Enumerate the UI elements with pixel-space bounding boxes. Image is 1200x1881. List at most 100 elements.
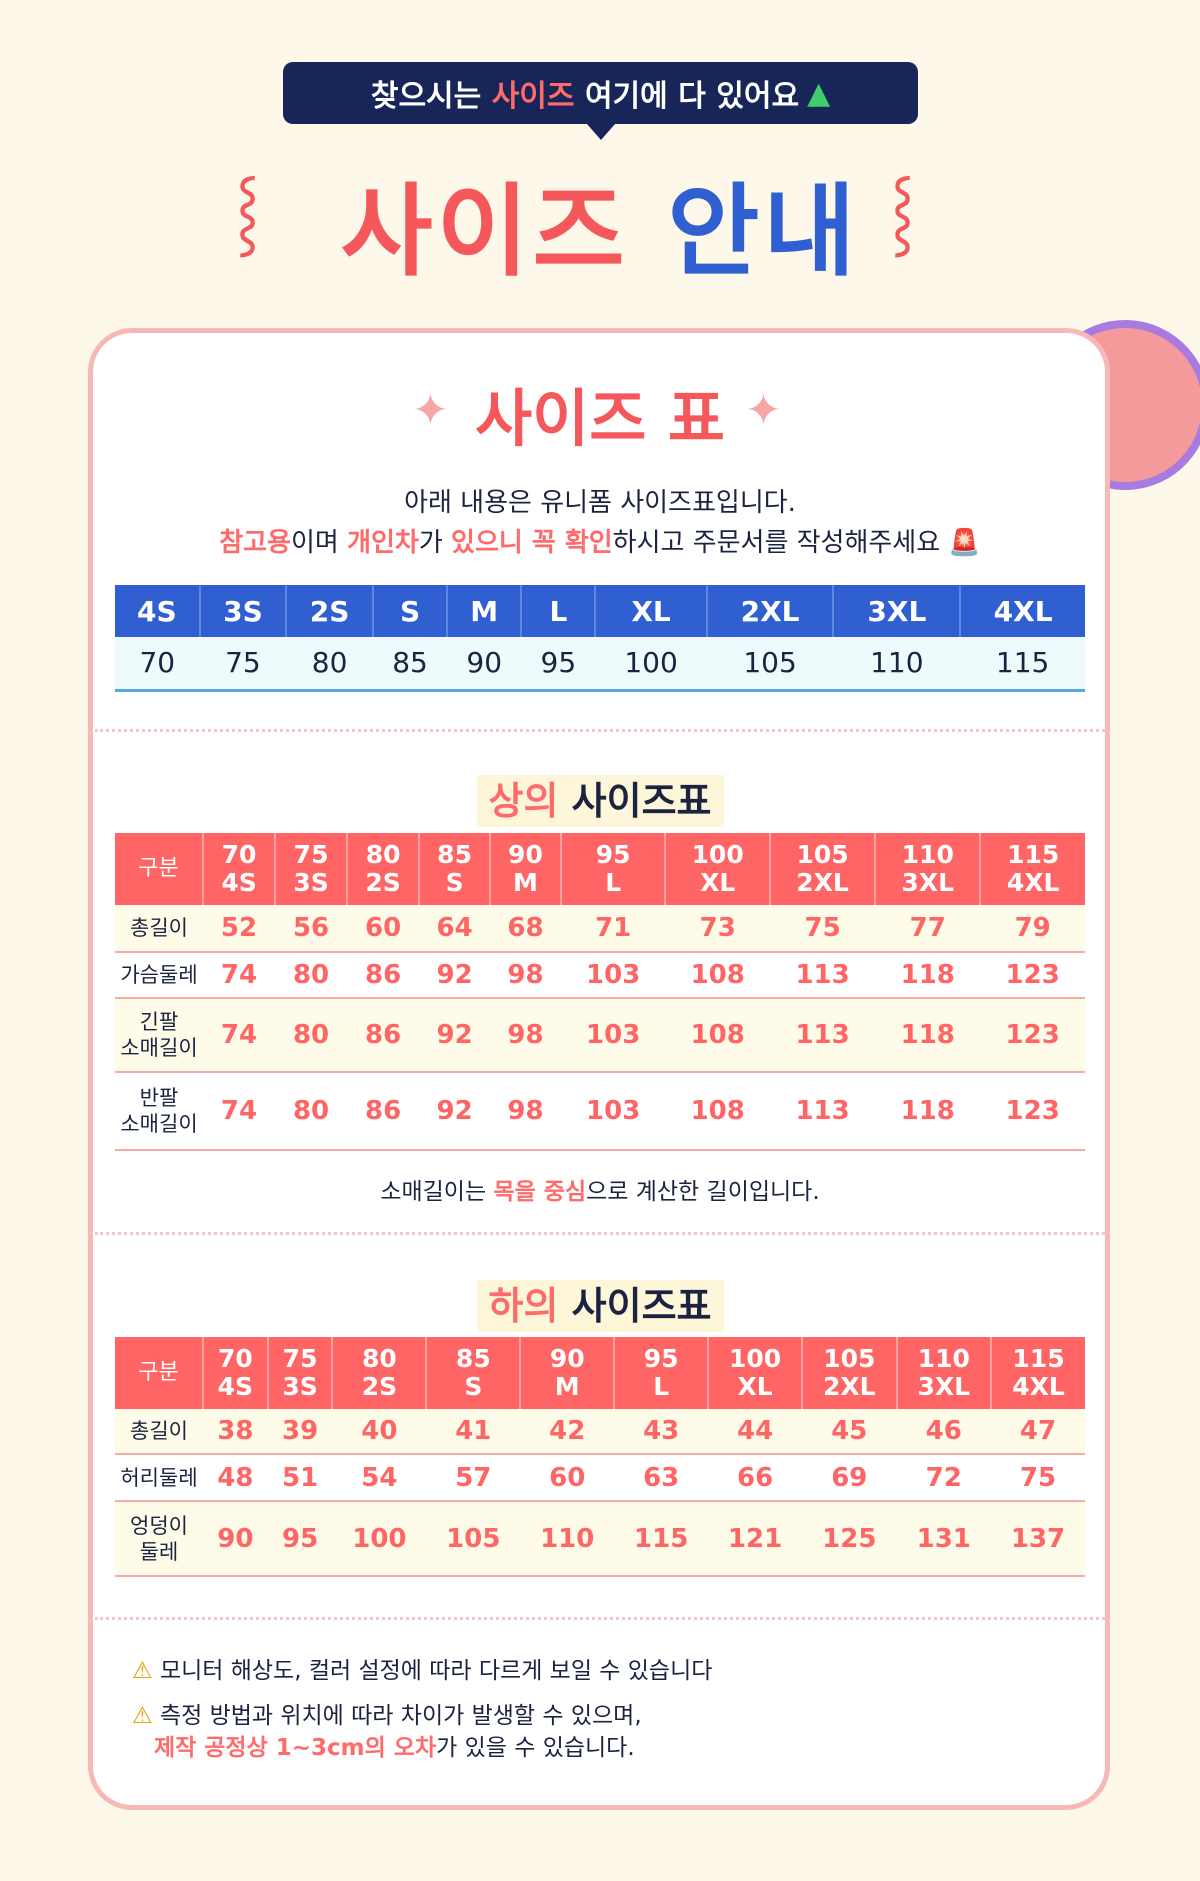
cell-value: 123 xyxy=(980,952,1085,999)
top-table-title: 상의 사이즈표 xyxy=(0,770,1200,827)
row-label: 반팔 소매길이 xyxy=(115,1072,203,1151)
row-label-line: 반팔 xyxy=(139,1086,179,1110)
size-number: 110 xyxy=(901,840,954,869)
cell-value: 80 xyxy=(275,1072,348,1151)
row-label-line: 총길이 xyxy=(130,1419,188,1443)
size-label: M xyxy=(513,868,538,897)
cell-value: 92 xyxy=(419,998,491,1073)
cell-value: 80 xyxy=(275,952,348,999)
cell-value: 131 xyxy=(896,1501,992,1577)
size-column-header: 85 S xyxy=(425,1337,521,1409)
row-label: 총길이 xyxy=(115,1409,203,1455)
size-column-header: 75 3S xyxy=(266,1337,333,1409)
size-value: 90 xyxy=(447,637,522,692)
size-number: 100 xyxy=(691,840,744,869)
size-label: 4XL xyxy=(959,585,1085,637)
size-label: 4XL xyxy=(1006,868,1060,897)
size-label: 2S xyxy=(285,585,373,637)
size-label: 4XL xyxy=(1012,1372,1065,1401)
size-label: L xyxy=(653,1372,670,1401)
cell-value: 103 xyxy=(560,1072,666,1151)
size-value: 95 xyxy=(521,637,596,692)
cell-value: 108 xyxy=(665,952,770,999)
cell-value: 110 xyxy=(520,1501,615,1577)
cell-value: 64 xyxy=(419,905,491,953)
size-value: 80 xyxy=(286,637,373,692)
cell-value: 100 xyxy=(332,1501,427,1577)
cell-value: 71 xyxy=(560,905,666,953)
size-label: M xyxy=(446,585,522,637)
header-row: 구분 70 4S 75 3S 80 2S 85 S 90 M 95 L 100 XL 105 2XL 110 3XL… xyxy=(115,833,1085,905)
row-label-line: 가슴둘레 xyxy=(120,963,198,987)
sparkle-icon: ✦ xyxy=(412,385,449,436)
cell-value: 118 xyxy=(875,1072,981,1151)
sparkle-icon: ✦ xyxy=(745,385,782,436)
banner-text: 찾으시는 xyxy=(370,79,492,114)
size-number: 75 xyxy=(282,1344,318,1373)
cell-value: 90 xyxy=(203,1501,268,1577)
cell-value: 75 xyxy=(991,1454,1085,1502)
highlight-text: 참고용 xyxy=(219,528,291,558)
size-value: 115 xyxy=(960,637,1085,692)
siren-icon: 🚨 xyxy=(940,528,981,558)
size-label: 2XL xyxy=(796,868,849,897)
warning-2: ⚠ 측정 방법과 위치에 따라 차이가 발생할 수 있으며, 제작 공정상 1~… xyxy=(132,1703,642,1761)
size-column-header: 85 S xyxy=(418,833,491,905)
cell-value: 103 xyxy=(560,952,666,999)
sleeve-note: 소매길이는 목을 중심으로 계산한 길이입니다. xyxy=(0,1172,1200,1206)
row-label: 총길이 xyxy=(115,905,203,953)
cell-value: 56 xyxy=(275,905,348,953)
size-number: 110 xyxy=(917,1344,970,1373)
cell-value: 40 xyxy=(332,1409,427,1455)
cell-value: 105 xyxy=(426,1501,521,1577)
cell-value: 92 xyxy=(419,1072,491,1151)
cell-value: 38 xyxy=(203,1409,268,1455)
cell-value: 80 xyxy=(275,998,348,1073)
row-label-line: 둘레 xyxy=(139,1539,179,1564)
size-column-header: 115 4XL xyxy=(990,1337,1085,1409)
size-number: 115 xyxy=(1007,840,1060,869)
size-number: 75 xyxy=(293,840,329,869)
size-value: 100 xyxy=(595,637,707,692)
size-number: 100 xyxy=(728,1344,782,1373)
size-label: L xyxy=(605,868,622,897)
cell-value: 68 xyxy=(490,905,561,953)
cell-value: 42 xyxy=(520,1409,615,1455)
size-label: 2S xyxy=(361,1372,398,1401)
size-map-table: 4S 3S 2S S M L XL 2XL 3XL 4XL 70 75 80 85 90 95 100 105 11… xyxy=(115,585,1085,692)
size-label: 3S xyxy=(282,1372,318,1401)
cell-value: 57 xyxy=(426,1454,521,1502)
divider xyxy=(95,1232,1105,1235)
size-column-header: 70 4S xyxy=(201,833,276,905)
squiggle-right-icon: ⸾ xyxy=(890,170,916,252)
green-tshirt-icon: ▲ xyxy=(807,75,831,111)
table-row: 허리둘레 48 51 54 57 60 63 66 69 72 75 xyxy=(115,1454,1085,1502)
size-number: 105 xyxy=(823,1344,876,1373)
size-column-header: 95 L xyxy=(559,833,666,905)
cell-value: 79 xyxy=(980,905,1085,953)
cell-value: 47 xyxy=(991,1409,1085,1455)
cell-value: 123 xyxy=(980,998,1085,1073)
cell-value: 108 xyxy=(665,998,770,1073)
warning-icon: ⚠ xyxy=(132,1703,153,1729)
cell-value: 86 xyxy=(347,952,420,999)
cell-value: 60 xyxy=(347,905,420,953)
highlight-text: 개인차 xyxy=(347,528,419,558)
cell-value: 115 xyxy=(614,1501,709,1577)
size-label: XL xyxy=(594,585,707,637)
cell-value: 95 xyxy=(267,1501,333,1577)
cell-value: 123 xyxy=(980,1072,1085,1151)
table-row: 반팔 소매길이 74 80 86 92 98 103 108 113 118 123 xyxy=(115,1072,1085,1151)
row-label: 긴팔 소매길이 xyxy=(115,998,203,1073)
row-label-line: 엉덩이 xyxy=(130,1513,188,1538)
size-label: S xyxy=(464,1372,483,1401)
text: 으로 계산한 길이입니다. xyxy=(586,1179,820,1205)
size-number: 70 xyxy=(221,840,257,869)
size-column-header: 90 M xyxy=(519,1337,615,1409)
text: 소매길이는 xyxy=(380,1179,494,1205)
corner-header: 구분 xyxy=(115,1337,203,1409)
page-title: 사이즈 안내 xyxy=(340,173,860,290)
size-number: 95 xyxy=(643,1344,679,1373)
size-label: 4S xyxy=(115,585,200,637)
cell-value: 66 xyxy=(708,1454,803,1502)
